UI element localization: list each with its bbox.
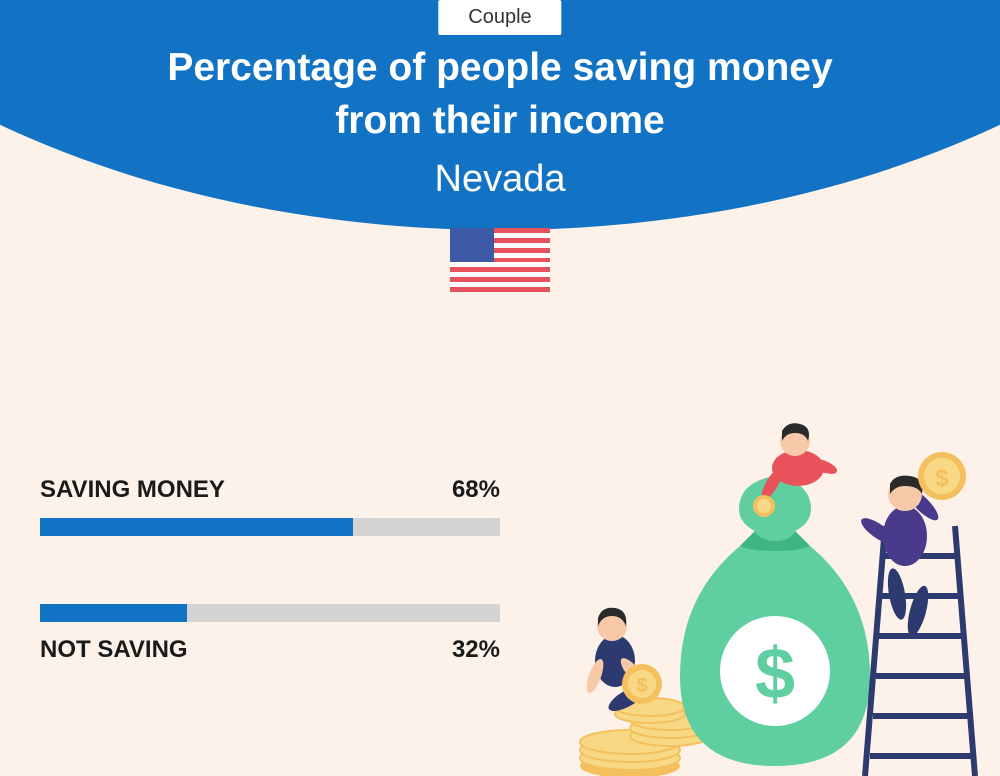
bar-group-saving: SAVING MONEY 68% (40, 476, 500, 536)
svg-text:$: $ (755, 634, 795, 714)
category-badge: Couple (438, 0, 561, 35)
page-title: Percentage of people saving money from t… (0, 42, 1000, 147)
bar-group-notsaving: NOT SAVING 32% (40, 604, 500, 664)
bar-fill (40, 518, 353, 536)
bar-fill (40, 604, 187, 622)
ladder-icon (865, 526, 975, 776)
badge-text: Couple (468, 6, 531, 28)
bar-track (40, 518, 500, 536)
person-sitting-icon: $ (583, 608, 662, 716)
bar-track (40, 604, 500, 622)
bars-container: SAVING MONEY 68% NOT SAVING 32% (40, 462, 500, 732)
bar-value: 68% (452, 476, 500, 504)
svg-text:$: $ (935, 465, 949, 492)
bar-value: 32% (452, 636, 500, 664)
page-subtitle: Nevada (0, 158, 1000, 201)
usa-flag-icon (450, 228, 550, 292)
money-bag-icon: $ (680, 476, 870, 766)
savings-illustration: $ $ (560, 416, 990, 776)
bar-label: NOT SAVING (40, 636, 188, 664)
title-line-1: Percentage of people saving money (167, 46, 832, 89)
bar-labels-row: SAVING MONEY 68% (40, 476, 500, 504)
bar-labels-row: NOT SAVING 32% (40, 636, 500, 664)
bar-label: SAVING MONEY (40, 476, 225, 504)
flag-canton (450, 228, 494, 262)
title-line-2: from their income (335, 99, 664, 142)
svg-text:$: $ (636, 675, 647, 697)
person-ladder-icon: $ (858, 452, 966, 638)
